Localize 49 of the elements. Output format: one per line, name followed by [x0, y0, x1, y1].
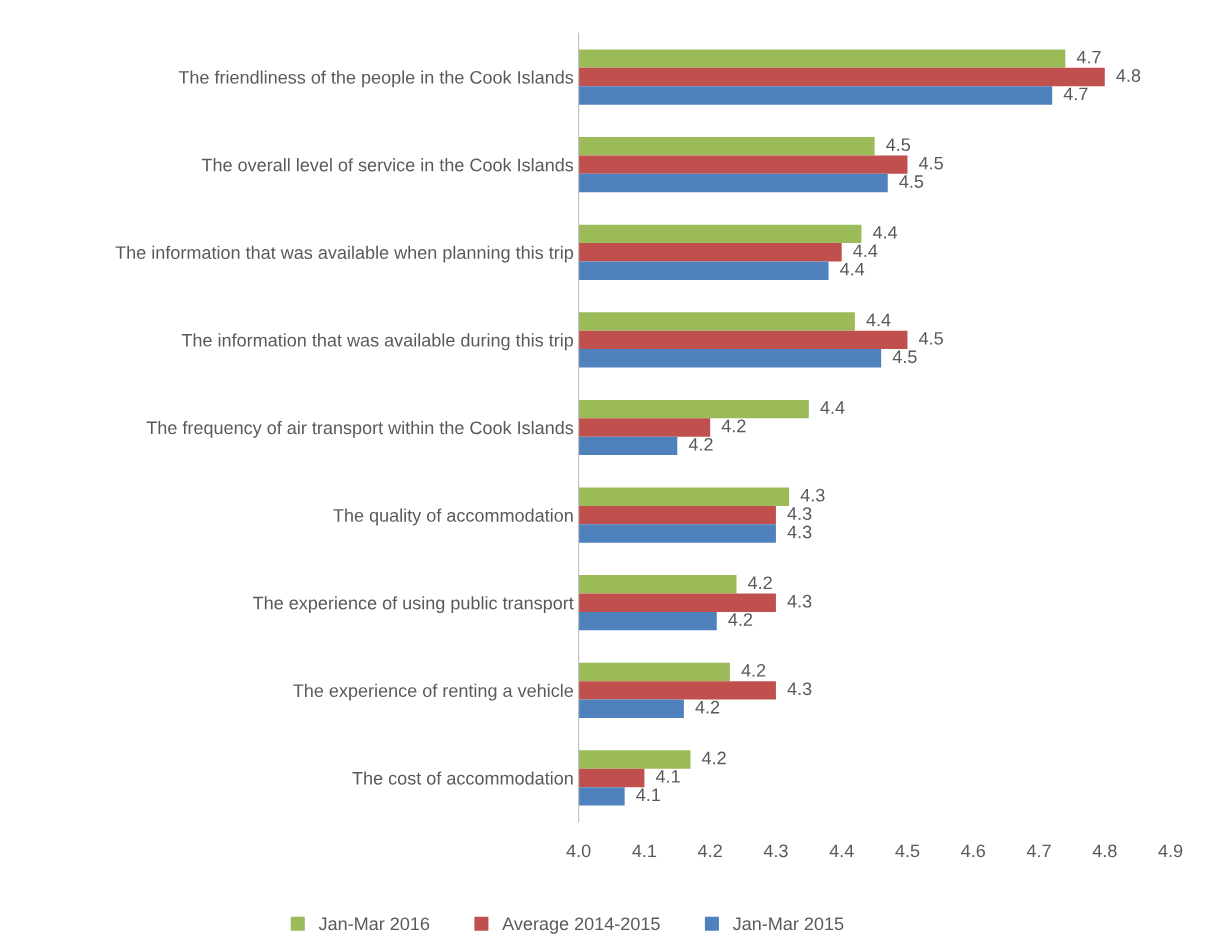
data-label: 4.3 [787, 682, 812, 696]
x-tick-label: 4.5 [895, 844, 920, 858]
data-label: 4.2 [748, 576, 772, 589]
data-label: 4.8 [1116, 69, 1141, 82]
x-tick-label: 4.8 [1092, 844, 1117, 858]
data-label: 4.5 [899, 175, 924, 188]
x-tick-label: 4.2 [698, 844, 722, 858]
data-label: 4.2 [695, 700, 720, 714]
y-tick-label: The frequency of air transport within the Cook Islands [146, 420, 574, 438]
data-label: 4.3 [787, 525, 812, 539]
data-label: 4.5 [919, 332, 943, 345]
data-label: 4.3 [787, 507, 812, 520]
y-tick-label: The quality of accommodation [333, 508, 573, 526]
data-label: 4.3 [800, 488, 825, 502]
data-label: 4.5 [886, 138, 911, 152]
y-tick-label: The experience of renting a vehicle [293, 683, 573, 701]
y-tick-label: The friendliness of the people in the Cook Islands [178, 70, 574, 88]
y-tick-label: The overall level of service in the Cook Islands [201, 158, 574, 172]
data-label: 4.2 [701, 751, 726, 765]
data-label: 4.2 [688, 437, 713, 451]
x-tick-label: 4.1 [632, 844, 657, 858]
legend-label: Average 2014-2015 [502, 917, 660, 934]
y-tick-label: The cost of accommodation [352, 771, 573, 785]
data-label: 4.3 [787, 594, 812, 608]
data-label: 4.7 [1063, 87, 1088, 101]
data-label: 4.4 [820, 401, 845, 414]
y-tick-label: The experience of using public transport [253, 596, 574, 614]
y-tick-label: The information that was available during this trip [181, 333, 574, 351]
legend-label: Jan-Mar 2016 [318, 917, 430, 931]
data-label: 4.2 [721, 419, 746, 433]
x-tick-label: 4.7 [1026, 844, 1051, 858]
data-label: 4.4 [840, 262, 865, 276]
x-tick-label: 4.4 [829, 844, 854, 858]
legend-label: Jan-Mar 2015 [732, 917, 844, 931]
data-label: 4.1 [655, 770, 680, 783]
x-tick-label: 4.9 [1158, 844, 1183, 858]
data-label: 4.7 [1076, 50, 1101, 64]
data-label: 4.4 [866, 313, 891, 327]
x-tick-label: 4.3 [763, 844, 788, 858]
data-label: 4.1 [636, 788, 660, 802]
data-label: 4.2 [728, 613, 753, 626]
x-tick-label: 4.0 [566, 844, 591, 858]
data-label: 4.2 [741, 664, 766, 677]
data-label: 4.5 [919, 156, 943, 170]
data-label: 4.4 [853, 244, 878, 257]
data-label: 4.5 [892, 350, 917, 364]
data-label: 4.4 [872, 226, 898, 239]
y-tick-label: The information that was available when planning this trip [115, 245, 574, 263]
x-tick-label: 4.6 [961, 844, 985, 858]
